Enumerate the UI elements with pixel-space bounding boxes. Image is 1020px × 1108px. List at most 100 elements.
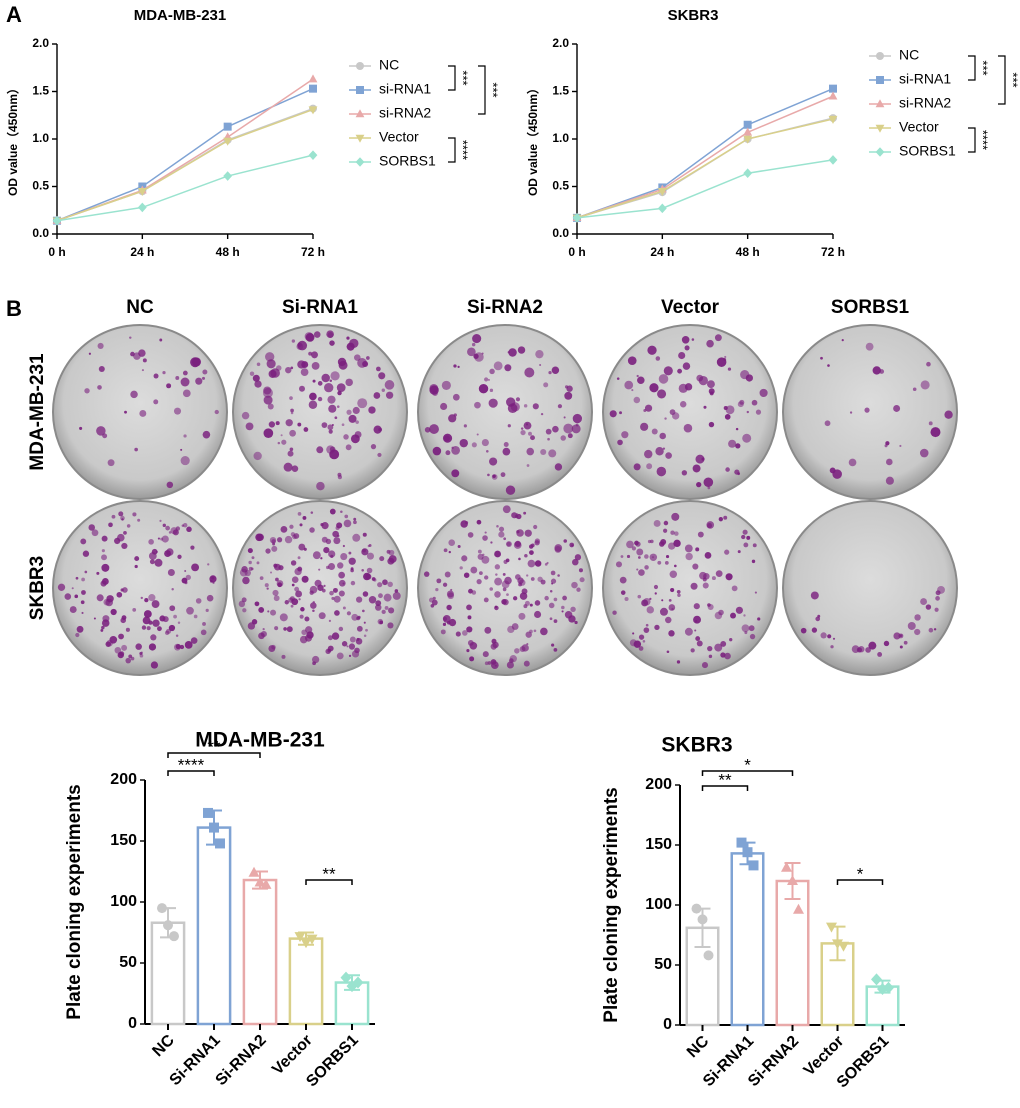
colony <box>551 643 555 647</box>
y-tick-label: 0.5 <box>552 179 569 193</box>
colony <box>935 590 941 596</box>
colony <box>928 627 934 633</box>
colony <box>505 485 516 495</box>
colony <box>274 626 279 631</box>
colony <box>302 515 307 520</box>
colony <box>912 387 917 392</box>
colony <box>527 559 536 568</box>
colony <box>290 560 297 566</box>
colony <box>461 555 468 562</box>
data-point <box>743 127 753 136</box>
colony <box>557 404 563 409</box>
replicate-point <box>209 822 219 833</box>
colony <box>382 579 388 586</box>
colony <box>642 639 646 643</box>
colony <box>97 342 104 349</box>
colony <box>153 399 159 405</box>
colony <box>146 626 151 631</box>
colony <box>326 330 334 339</box>
colony <box>275 577 279 582</box>
colony <box>118 633 124 640</box>
colony <box>503 537 507 541</box>
colony <box>664 561 669 565</box>
colony <box>646 606 654 614</box>
colony <box>292 534 297 540</box>
bar <box>730 852 765 1027</box>
colony <box>344 514 349 519</box>
colony <box>489 457 498 466</box>
colony <box>708 388 715 395</box>
colony <box>88 524 96 531</box>
colony <box>920 380 930 390</box>
colony <box>612 610 617 615</box>
colony <box>352 406 360 415</box>
colony <box>657 560 662 565</box>
colony <box>161 535 169 543</box>
colony <box>180 448 183 451</box>
colony <box>75 632 80 638</box>
colony <box>285 419 293 427</box>
colony <box>492 474 496 479</box>
colony <box>557 574 560 577</box>
colony <box>151 548 158 555</box>
colony <box>304 616 310 622</box>
significance-bracket <box>998 55 1006 105</box>
colony <box>153 373 159 379</box>
replicate-point <box>883 981 894 994</box>
colony <box>330 371 340 381</box>
data-point <box>829 84 837 93</box>
colony <box>703 405 707 409</box>
colony <box>534 540 540 546</box>
colony <box>81 611 84 615</box>
colony <box>659 432 667 440</box>
colony <box>329 340 335 346</box>
colony <box>238 600 246 608</box>
colony <box>336 652 344 660</box>
colony <box>520 427 524 430</box>
colony <box>482 535 488 541</box>
colony <box>162 371 166 375</box>
colony <box>489 587 494 591</box>
colony <box>848 458 857 467</box>
colony <box>166 383 172 389</box>
colony <box>144 598 149 603</box>
y-axis-label: Plate cloning experiments <box>601 787 622 1022</box>
colony <box>944 410 953 419</box>
data-point <box>743 168 753 178</box>
legend-label: si-RNA2 <box>379 105 431 121</box>
colony <box>317 396 323 402</box>
colony <box>276 365 282 371</box>
colony <box>514 540 521 548</box>
colony <box>301 575 309 583</box>
colony <box>132 512 137 517</box>
colony <box>76 625 84 633</box>
colony <box>518 557 521 561</box>
colony <box>100 628 104 632</box>
colony <box>724 414 731 420</box>
colony <box>731 585 738 592</box>
colony <box>341 641 348 647</box>
colony <box>714 334 722 342</box>
colony <box>935 596 940 601</box>
colony <box>207 563 210 566</box>
colony <box>508 348 517 357</box>
colony <box>477 549 482 554</box>
colony <box>478 383 489 394</box>
colony <box>251 556 255 560</box>
colony <box>299 614 304 619</box>
colony <box>299 385 305 392</box>
colony <box>336 522 343 529</box>
colony <box>643 627 650 633</box>
colony <box>649 383 659 393</box>
colony <box>175 526 181 531</box>
colony <box>291 465 299 472</box>
colony <box>345 444 352 451</box>
colony <box>676 660 681 664</box>
series-line <box>576 117 834 219</box>
y-tick-label: 1.0 <box>552 131 569 145</box>
colony <box>81 590 86 595</box>
colony <box>677 593 681 598</box>
colony <box>507 424 511 428</box>
colony <box>374 604 382 611</box>
colony <box>486 449 489 453</box>
